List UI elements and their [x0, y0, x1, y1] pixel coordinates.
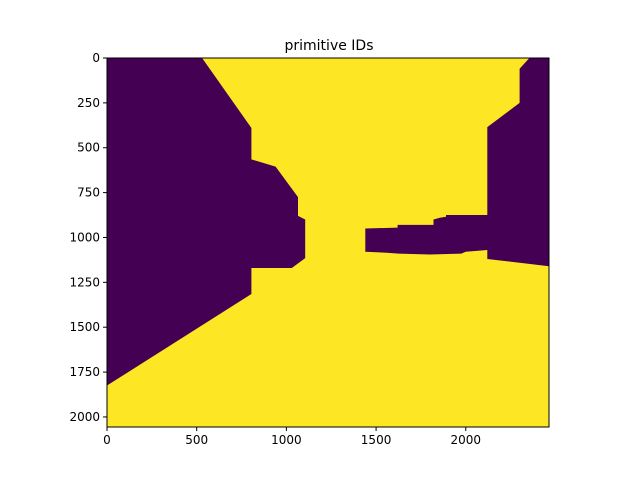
x-tick-label: 500 — [185, 433, 208, 447]
y-tick-label: 2000 — [69, 410, 100, 424]
y-tick-label: 500 — [77, 141, 100, 155]
x-tick-label: 1500 — [361, 433, 392, 447]
y-tick-label: 1000 — [69, 230, 100, 244]
x-axis: 0 500 1000 1500 2000 — [103, 427, 481, 447]
y-tick-label: 1750 — [69, 365, 100, 379]
y-tick-label: 1500 — [69, 320, 100, 334]
image-regions — [107, 58, 549, 386]
region-1 — [107, 58, 306, 386]
x-tick-label: 0 — [103, 433, 111, 447]
y-tick-label: 1250 — [69, 275, 100, 289]
x-tick-label: 1000 — [271, 433, 302, 447]
y-tick-label: 750 — [77, 186, 100, 200]
region-2 — [365, 58, 549, 267]
plot-area — [106, 57, 550, 428]
y-axis: 0 250 500 750 1000 1250 1500 1750 2000 — [69, 51, 107, 424]
plot-frame — [106, 57, 550, 428]
chart-title: primitive IDs — [285, 38, 374, 54]
y-tick-label: 0 — [92, 51, 100, 65]
x-tick-label: 2000 — [450, 433, 481, 447]
y-tick-label: 250 — [77, 96, 100, 110]
